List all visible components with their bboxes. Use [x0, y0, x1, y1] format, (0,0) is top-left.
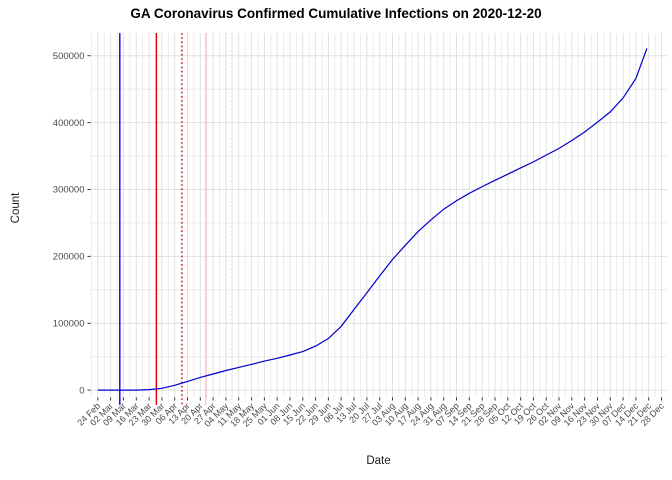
axis-tick-marks: [87, 55, 662, 401]
svg-text:300000: 300000: [53, 185, 85, 196]
reference-lines: [119, 33, 233, 405]
minor-gridlines: [90, 33, 667, 398]
svg-text:100000: 100000: [53, 319, 85, 330]
y-tick-labels: 0 100000 200000 300000 400000 500000: [53, 51, 85, 396]
y-axis-title: Count: [10, 192, 22, 224]
svg-text:500000: 500000: [53, 51, 85, 62]
svg-text:400000: 400000: [53, 118, 85, 129]
major-gridlines: [90, 33, 667, 398]
x-axis-title: Date: [366, 455, 391, 467]
chart-title: GA Coronavirus Confirmed Cumulative Infe…: [130, 6, 542, 21]
svg-text:0: 0: [79, 385, 84, 396]
svg-text:200000: 200000: [53, 252, 85, 263]
series-line-cumulative-confirmed-infections: [97, 48, 648, 391]
